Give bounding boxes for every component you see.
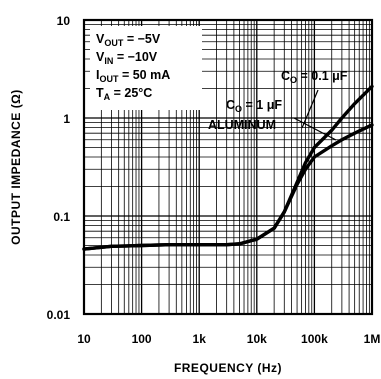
condition-line: TA = 25°C (96, 86, 152, 102)
x-tick-label: 1k (193, 332, 207, 346)
plot-frame (82, 18, 374, 316)
y-tick-label: 0.01 (47, 308, 71, 322)
condition-line: VIN = −10V (96, 50, 158, 66)
condition-line: IOUT = 50 mA (96, 68, 170, 84)
y-axis-title: OUTPUT IMPEDANCE (Ω) (9, 89, 23, 245)
x-tick-label: 10 (77, 332, 91, 346)
operating-conditions: VOUT = −5V VIN = −10V IOUT = 50 mA TA = 25°… (90, 26, 202, 110)
series-label-1uF: CO = 1 μF (226, 98, 282, 114)
y-tick-label: 10 (57, 14, 71, 28)
curves (82, 84, 374, 251)
series-label-aluminum: ALUMINUM (208, 118, 276, 132)
x-tick-label: 1M (364, 332, 381, 346)
leader-line-0.1uF (301, 89, 319, 129)
series-line-1 (82, 123, 374, 251)
y-tick-label: 1 (63, 112, 70, 126)
tick-labels: 10 100 1k 10k 100k 1M 0.01 0.1 1 10 (47, 14, 381, 346)
x-tick-label: 10k (247, 332, 267, 346)
condition-line: VOUT = −5V (96, 32, 161, 48)
leader-line-1uF (293, 117, 337, 141)
x-tick-label: 100k (301, 332, 328, 346)
x-axis-title: FREQUENCY (Hz) (174, 361, 282, 375)
conditions-background (90, 26, 202, 110)
series-labels: CO = 0.1 μF CO = 1 μF ALUMINUM (208, 69, 348, 141)
y-tick-label: 0.1 (53, 210, 70, 224)
x-tick-label: 100 (132, 332, 152, 346)
series-label-0.1uF: CO = 0.1 μF (281, 69, 348, 85)
